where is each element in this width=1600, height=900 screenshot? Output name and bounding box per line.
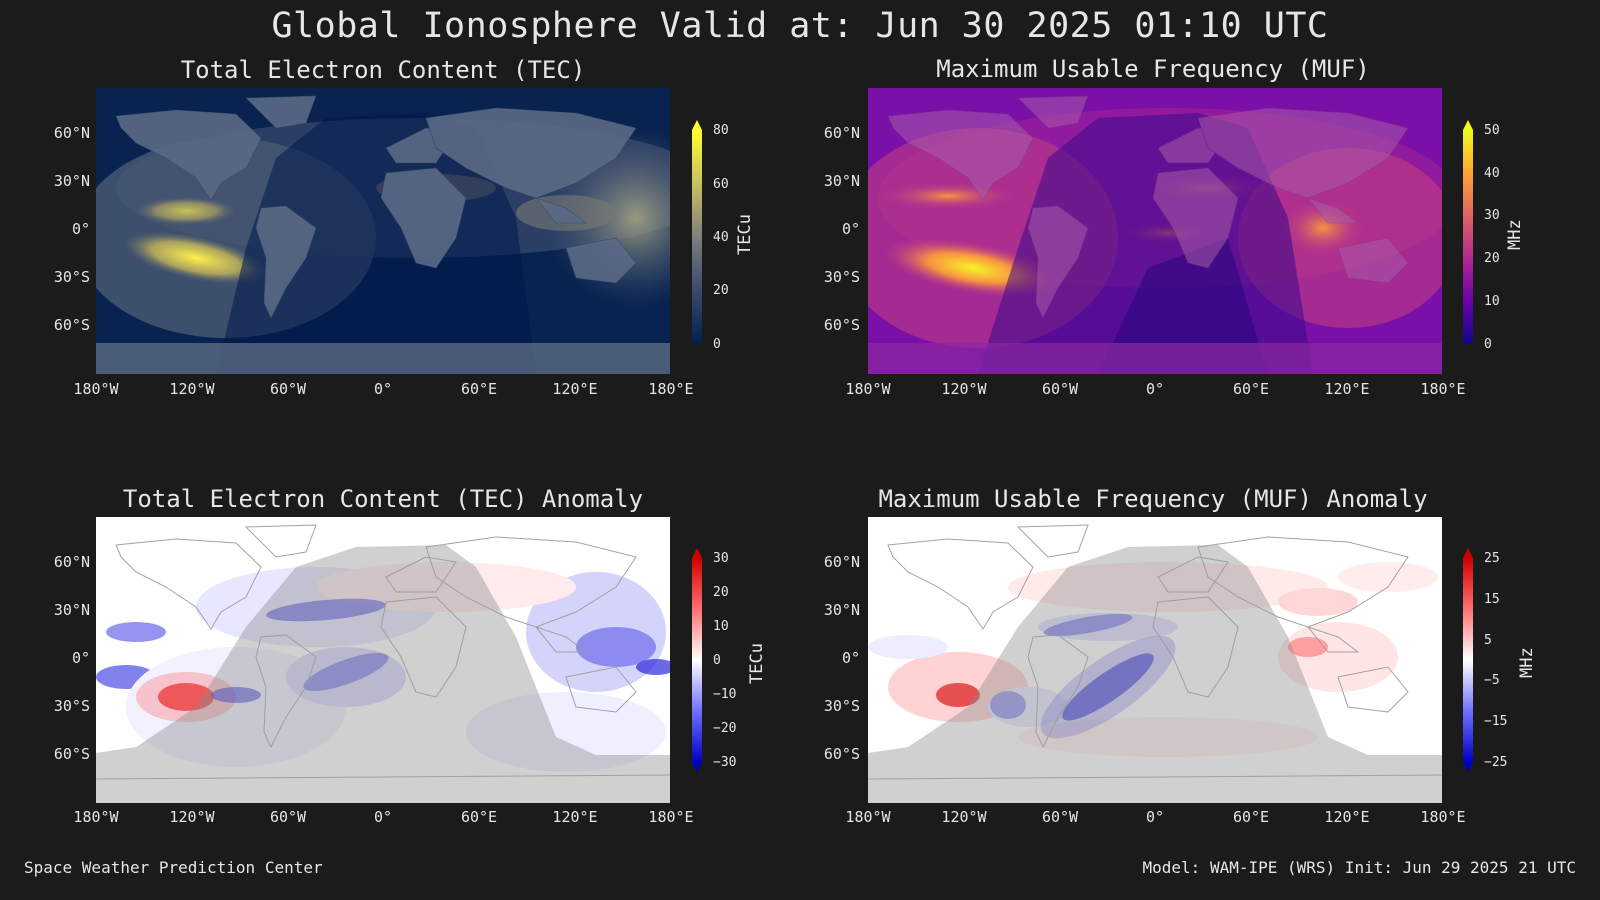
muf-anomaly-panel-title: Maximum Usable Frequency (MUF) Anomaly bbox=[878, 485, 1428, 513]
lat-label: 0° bbox=[71, 220, 90, 238]
lat-label: 60°S bbox=[53, 745, 90, 763]
lon-label: 120°E bbox=[552, 808, 598, 826]
colorbar-tick: −25 bbox=[1484, 755, 1508, 770]
lat-label: 60°N bbox=[53, 553, 90, 571]
lon-label: 180°W bbox=[73, 380, 119, 398]
lon-label: 60°W bbox=[1041, 380, 1079, 398]
colorbar-tick: 25 bbox=[1484, 551, 1500, 566]
lat-label: 60°S bbox=[823, 316, 860, 334]
muf-panel-title: Maximum Usable Frequency (MUF) bbox=[936, 55, 1370, 83]
lat-label: 0° bbox=[71, 649, 90, 667]
lon-label: 180°E bbox=[648, 380, 694, 398]
lat-label: 60°N bbox=[823, 553, 860, 571]
lon-label: 180°E bbox=[1420, 380, 1466, 398]
lon-label: 120°E bbox=[1324, 808, 1370, 826]
lon-label: 60°E bbox=[1232, 380, 1270, 398]
lat-label: 30°N bbox=[823, 601, 860, 619]
colorbar-extend-max bbox=[692, 120, 702, 130]
colorbar-tick: 15 bbox=[1484, 592, 1500, 607]
lat-label: 0° bbox=[841, 649, 860, 667]
lat-label: 60°N bbox=[823, 124, 860, 142]
colorbar-tick: −20 bbox=[713, 721, 737, 736]
lon-label: 120°W bbox=[169, 808, 215, 826]
lon-label: 180°E bbox=[648, 808, 694, 826]
colorbar-tick: 0 bbox=[713, 653, 721, 668]
lon-label: 120°E bbox=[552, 380, 598, 398]
lon-label: 180°W bbox=[845, 380, 891, 398]
lon-label: 180°E bbox=[1420, 808, 1466, 826]
lon-label: 0° bbox=[1145, 380, 1165, 398]
colorbar-tick: 10 bbox=[1484, 294, 1500, 309]
footer-credit: Space Weather Prediction Center bbox=[24, 858, 323, 877]
lon-label: 0° bbox=[1145, 808, 1165, 826]
colorbar-extend-min bbox=[1463, 762, 1473, 772]
lat-label: 0° bbox=[841, 220, 860, 238]
colorbar-label: MHz bbox=[1505, 219, 1525, 250]
colorbar-extend-max bbox=[1463, 120, 1473, 130]
colorbar-tick: −10 bbox=[713, 687, 737, 702]
colorbar-tick: 40 bbox=[713, 230, 729, 245]
colorbar-extend-max bbox=[1463, 548, 1473, 558]
tec-anomaly-panel-title: Total Electron Content (TEC) Anomaly bbox=[122, 485, 644, 513]
lon-label: 120°W bbox=[941, 380, 987, 398]
lon-label: 120°W bbox=[941, 808, 987, 826]
colorbar-label: TECu bbox=[747, 643, 767, 684]
colorbar-tick: 0 bbox=[713, 337, 721, 352]
lat-label: 30°S bbox=[53, 697, 90, 715]
lat-label: 30°S bbox=[823, 697, 860, 715]
colorbar-tick: 5 bbox=[1484, 633, 1492, 648]
lat-label: 30°N bbox=[823, 172, 860, 190]
lat-label: 60°S bbox=[823, 745, 860, 763]
lon-label: 180°W bbox=[73, 808, 119, 826]
lon-label: 120°W bbox=[169, 380, 215, 398]
tec-map bbox=[96, 88, 670, 374]
muf-anomaly-map bbox=[868, 517, 1442, 803]
colorbar-tick: 50 bbox=[1484, 123, 1500, 138]
colorbar-extend-min bbox=[692, 762, 702, 772]
lon-label: 60°W bbox=[269, 380, 307, 398]
page-title: Global Ionosphere Valid at: Jun 30 2025 … bbox=[271, 6, 1329, 46]
colorbar-tick: −30 bbox=[713, 755, 737, 770]
muf-colorbar bbox=[1463, 130, 1473, 344]
muf-anomaly-colorbar bbox=[1463, 558, 1473, 762]
muf-map bbox=[868, 88, 1442, 374]
colorbar-tick: 20 bbox=[713, 283, 729, 298]
footer-model-info: Model: WAM-IPE (WRS) Init: Jun 29 2025 2… bbox=[1142, 858, 1576, 877]
colorbar-tick: 30 bbox=[713, 551, 729, 566]
lon-label: 60°W bbox=[1041, 808, 1079, 826]
colorbar-tick: 0 bbox=[1484, 337, 1492, 352]
lon-label: 60°E bbox=[1232, 808, 1270, 826]
lon-label: 180°W bbox=[845, 808, 891, 826]
lon-label: 120°E bbox=[1324, 380, 1370, 398]
colorbar-extend-max bbox=[692, 548, 702, 558]
colorbar-tick: 80 bbox=[713, 123, 729, 138]
colorbar-tick: 40 bbox=[1484, 166, 1500, 181]
colorbar-tick: −5 bbox=[1484, 673, 1500, 688]
lat-label: 30°S bbox=[823, 268, 860, 286]
tec-colorbar bbox=[692, 130, 702, 344]
colorbar-tick: −15 bbox=[1484, 714, 1508, 729]
lon-label: 60°E bbox=[460, 808, 498, 826]
lon-label: 60°W bbox=[269, 808, 307, 826]
lat-label: 30°S bbox=[53, 268, 90, 286]
colorbar-tick: 10 bbox=[713, 619, 729, 634]
colorbar-tick: 20 bbox=[1484, 251, 1500, 266]
lat-label: 60°N bbox=[53, 124, 90, 142]
lat-label: 30°N bbox=[53, 172, 90, 190]
colorbar-label: MHz bbox=[1517, 647, 1537, 678]
colorbar-tick: 30 bbox=[1484, 208, 1500, 223]
lon-label: 0° bbox=[373, 808, 393, 826]
tec-anomaly-map bbox=[96, 517, 670, 803]
lat-label: 30°N bbox=[53, 601, 90, 619]
lat-label: 60°S bbox=[53, 316, 90, 334]
tec-anomaly-colorbar bbox=[692, 558, 702, 762]
colorbar-tick: 60 bbox=[713, 177, 729, 192]
lon-label: 60°E bbox=[460, 380, 498, 398]
tec-panel-title: Total Electron Content (TEC) bbox=[180, 56, 586, 84]
colorbar-label: TECu bbox=[735, 214, 755, 255]
lon-label: 0° bbox=[373, 380, 393, 398]
colorbar-tick: 20 bbox=[713, 585, 729, 600]
